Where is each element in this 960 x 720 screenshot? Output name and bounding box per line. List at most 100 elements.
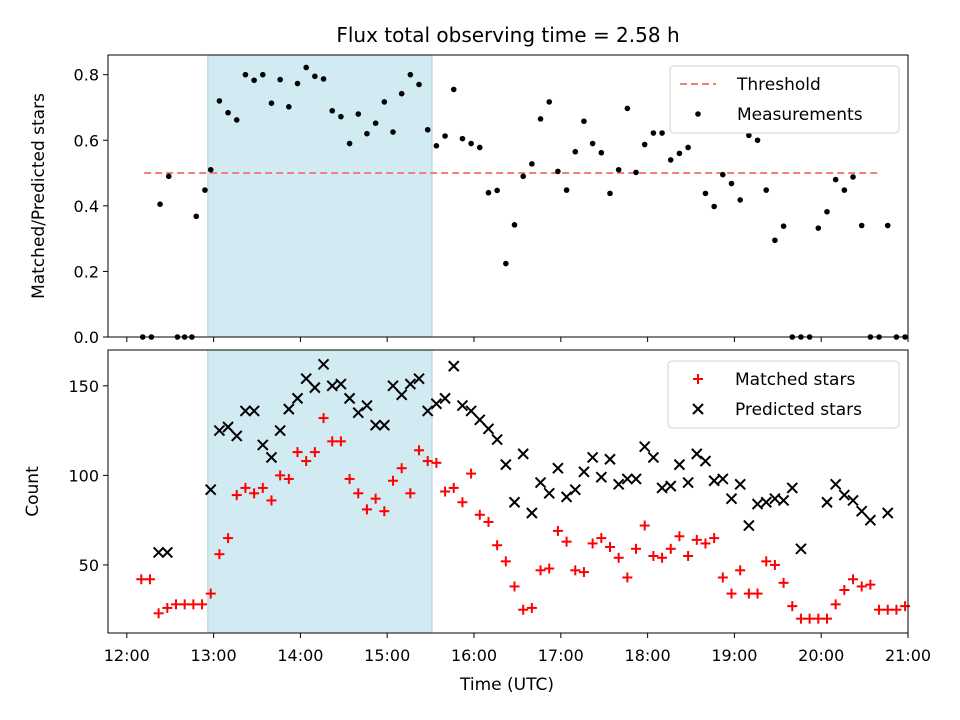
matched-star-point (257, 482, 268, 493)
x-tick-label: 15:00 (364, 646, 410, 665)
bottom-panel-frame (107, 349, 909, 634)
x-marker-b (404, 378, 417, 390)
matched-star-point (657, 552, 668, 563)
predicted-star-point (552, 462, 564, 474)
predicted-star-point (656, 482, 668, 494)
x-marker-b (317, 358, 330, 371)
predicted-star-point (777, 494, 790, 507)
matched-star-point (735, 565, 746, 576)
predicted-star-point (439, 392, 451, 405)
matched-star-point (552, 525, 563, 536)
measurement-point (442, 133, 448, 139)
measurement-point (633, 169, 639, 176)
x-marker-b (560, 491, 573, 503)
measurement-point (529, 161, 535, 167)
matched-star-point (500, 556, 511, 567)
x-marker-b (829, 478, 842, 491)
x-marker-b (552, 462, 564, 474)
measurement-point (338, 113, 344, 120)
x-marker-b (369, 419, 382, 431)
bottom-y-tick-label: 150 (68, 377, 99, 396)
x-marker-b (855, 505, 868, 517)
matched-star-point (466, 468, 477, 479)
matched-star-point (483, 516, 494, 527)
x-marker-b (621, 473, 634, 485)
measurement-point (676, 150, 683, 157)
measurement-point (476, 144, 483, 151)
x-axis: 12:00 13:00 14:00 15:00 16:00 17:00 18:00 19:00… (104, 633, 931, 665)
matched-star-point (188, 599, 199, 610)
x-marker-b (682, 476, 694, 489)
matched-star-point (387, 475, 398, 486)
x-marker-b (578, 466, 590, 478)
predicted-star-point (474, 414, 486, 426)
predicted-star-point (560, 491, 573, 503)
predicted-star-point (213, 424, 226, 437)
measurement-point (485, 189, 492, 196)
matched-star-point (309, 447, 320, 458)
legend-measurements-label: Measurements (737, 105, 863, 125)
x-marker-b (777, 494, 790, 507)
bottom-y-axis-label: Count (23, 466, 43, 517)
measurement-point (157, 201, 163, 207)
matched-star-point (275, 470, 286, 481)
measurement-point (563, 187, 570, 193)
top-legend-box (669, 65, 900, 134)
measurement-point (450, 86, 457, 93)
predicted-star-point (786, 482, 798, 494)
matched-star-point (839, 585, 850, 596)
predicted-star-point (283, 403, 295, 415)
matched-star-point (353, 488, 364, 499)
bottom-y-axis: 50 100 150 (68, 377, 108, 575)
legend-threshold-label: Threshold (736, 75, 821, 95)
x-marker-b (673, 458, 686, 471)
predicted-star-point (231, 430, 243, 442)
measurement-point (459, 135, 466, 142)
matched-star-point (639, 520, 650, 531)
measurement-point (546, 99, 553, 105)
measurement-point (312, 73, 318, 80)
matched-star-point (795, 613, 806, 624)
predicted-star-point (335, 378, 347, 390)
x-marker-b (604, 453, 616, 465)
predicted-star-point (526, 507, 538, 519)
matched-star-point (709, 533, 720, 544)
predicted-star-point (647, 451, 660, 464)
matched-star-point (240, 482, 251, 493)
matched-star-point (474, 509, 485, 520)
predicted-star-point (708, 475, 720, 487)
predicted-star-point (534, 476, 547, 489)
matched-star-point (691, 534, 702, 545)
matched-star-point (813, 613, 824, 624)
top-y-tick-label: 0.8 (74, 66, 99, 85)
x-marker-b (222, 421, 234, 433)
measurement-point (329, 107, 336, 114)
measurement-point (607, 190, 613, 197)
x-marker-b (838, 489, 851, 501)
matched-star-point (717, 572, 728, 583)
predicted-star-point (265, 451, 278, 464)
x-tick-label: 14:00 (277, 646, 323, 665)
matched-star-point (283, 473, 294, 484)
matched-star-point (414, 445, 425, 456)
x-tick-label: 20:00 (798, 646, 844, 665)
predicted-star-point (847, 494, 859, 507)
x-tick-label: 21:00 (885, 646, 931, 665)
matched-star-point (422, 456, 433, 467)
top-legend: Threshold Measurements (669, 65, 900, 134)
predicted-star-point (864, 514, 877, 526)
matched-star-point (821, 613, 832, 624)
predicted-star-point (274, 424, 286, 437)
x-marker-b (864, 514, 877, 526)
measurement-point (433, 143, 440, 149)
measurement-point (468, 140, 474, 147)
x-marker-b (725, 492, 738, 505)
x-marker-b (491, 433, 503, 446)
x-marker-b (239, 405, 252, 417)
top-y-tick-label: 0.0 (74, 328, 99, 347)
legend-matched-label: Matched stars (735, 370, 855, 390)
matched-star-point (665, 543, 676, 554)
matched-star-point (448, 482, 459, 493)
matched-star-point (405, 488, 416, 499)
x-marker-b (769, 492, 781, 505)
